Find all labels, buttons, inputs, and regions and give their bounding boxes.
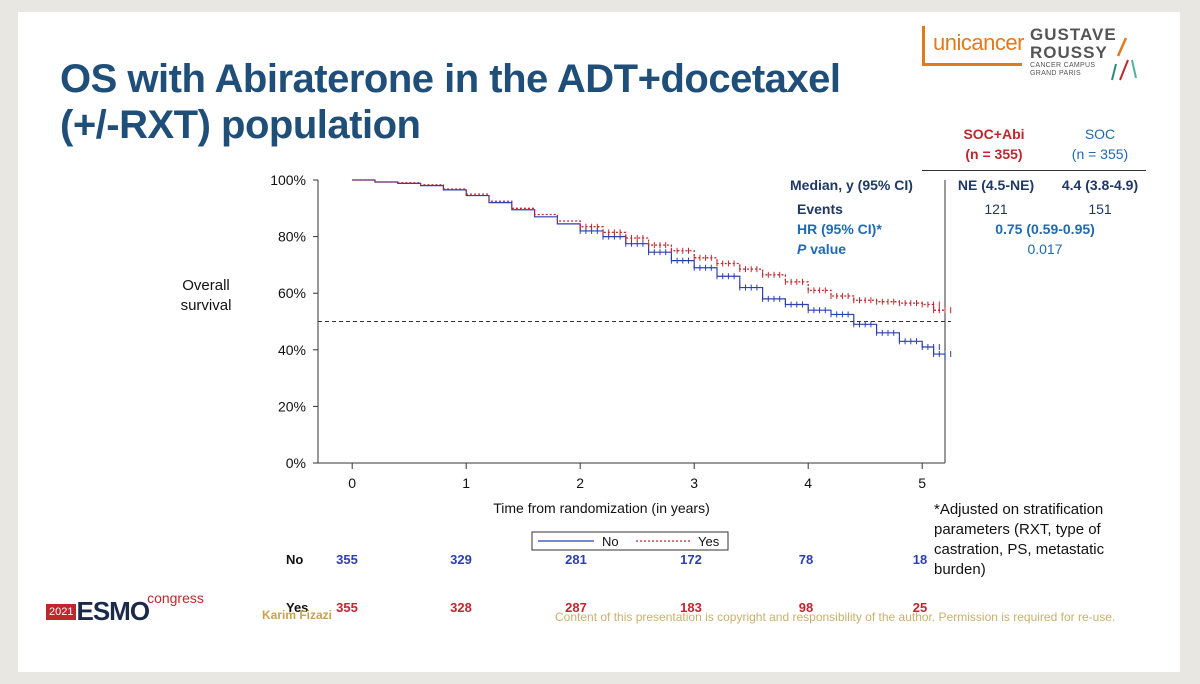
median-label: Median, y (95% CI) bbox=[790, 177, 913, 193]
risk-cell: 98 bbox=[798, 600, 814, 615]
legend-box bbox=[531, 531, 729, 551]
gustave-roussy-mark-icon bbox=[1111, 37, 1137, 81]
chart-axes: 0% 20% 40% 60% 80% 100% 0 1 2 3 4 5 Time from random… bbox=[270, 172, 946, 516]
censor-marks-yes bbox=[579, 223, 952, 314]
events-abi: 121 bbox=[984, 201, 1008, 217]
p-label-italic: P bbox=[797, 241, 807, 257]
y-tick-label: 20% bbox=[278, 398, 306, 414]
risk-cell: 355 bbox=[336, 600, 358, 615]
risk-cell: 25 bbox=[912, 600, 928, 615]
presenter-name: Karim Fizazi bbox=[262, 608, 333, 622]
col-header-abi: SOC+Abi (n = 355) bbox=[944, 124, 1044, 164]
events-soc: 151 bbox=[1088, 201, 1112, 217]
title-line-2: (+/-RXT) population bbox=[60, 103, 421, 147]
copyright-notice: Content of this presentation is copyrigh… bbox=[555, 610, 1116, 624]
col-header-soc-l2: (n = 355) bbox=[1071, 146, 1129, 162]
y-tick-label: 40% bbox=[278, 342, 306, 358]
risk-cell: 329 bbox=[450, 552, 472, 567]
y-tick-label: 60% bbox=[278, 285, 306, 301]
x-tick-label: 2 bbox=[576, 475, 584, 491]
y-tick-label: 100% bbox=[270, 172, 306, 188]
risk-cell: 287 bbox=[565, 600, 587, 615]
gustave-roussy-logo: GUSTAVE ROUSSY CANCER CAMPUS GRAND PARIS bbox=[1030, 26, 1117, 78]
col-header-abi-l2: (n = 355) bbox=[965, 146, 1023, 162]
slide-title: OS with Abiraterone in the ADT+docetaxel… bbox=[60, 56, 860, 148]
curve-no bbox=[352, 179, 946, 360]
risk-row-label: Yes bbox=[286, 600, 309, 615]
chart-legend: No Yes bbox=[531, 531, 729, 551]
x-tick-label: 5 bbox=[918, 475, 926, 491]
esmo-year: 2021 bbox=[46, 604, 77, 620]
gustave-roussy-sub1: CANCER CAMPUS bbox=[1030, 62, 1096, 69]
legend-label-yes: Yes bbox=[698, 534, 720, 549]
unicancer-logo: unicancer bbox=[922, 26, 1024, 66]
col-header-abi-l1: SOC+Abi bbox=[963, 126, 1025, 142]
censor-marks-no bbox=[579, 227, 952, 358]
x-axis-label: Time from randomization (in years) bbox=[493, 500, 710, 516]
title-line-1: OS with Abiraterone in the ADT+docetaxel bbox=[60, 57, 841, 101]
events-label: Events bbox=[797, 201, 843, 217]
hr-label: HR (95% CI)* bbox=[797, 221, 882, 237]
slide: OS with Abiraterone in the ADT+docetaxel… bbox=[18, 12, 1180, 672]
y-axis-title-l1: Overall bbox=[182, 277, 230, 294]
col-header-soc-l1: SOC bbox=[1084, 126, 1116, 142]
median-abi: NE (4.5-NE) bbox=[957, 177, 1035, 193]
esmo-logo: 2021 ESMOcongress bbox=[46, 590, 204, 627]
y-axis-title: Overall survival bbox=[166, 276, 246, 316]
p-value: 0.017 bbox=[1027, 241, 1063, 257]
risk-cell: 18 bbox=[912, 552, 928, 567]
legend-label-no: No bbox=[602, 534, 619, 549]
risk-cell: 281 bbox=[565, 552, 587, 567]
risk-cell: 183 bbox=[680, 600, 702, 615]
risk-cell: 78 bbox=[798, 552, 814, 567]
y-tick-label: 80% bbox=[278, 229, 306, 245]
y-axis-title-l2: survival bbox=[180, 297, 232, 314]
curves-group bbox=[352, 179, 952, 360]
gustave-roussy-sub2: GRAND PARIS bbox=[1030, 70, 1082, 77]
risk-cell: 172 bbox=[680, 552, 702, 567]
risk-cell: 328 bbox=[450, 600, 472, 615]
esmo-name: ESMO bbox=[76, 596, 150, 626]
unicancer-logo-text: unicancer bbox=[933, 30, 1024, 55]
p-label-rest: value bbox=[806, 241, 847, 257]
x-tick-label: 4 bbox=[804, 475, 812, 491]
x-tick-label: 1 bbox=[462, 475, 470, 491]
y-tick-label: 0% bbox=[286, 455, 306, 471]
table-divider bbox=[922, 170, 1146, 171]
risk-row-label: No bbox=[286, 552, 304, 567]
risk-cell: 355 bbox=[336, 552, 358, 567]
x-tick-label: 3 bbox=[690, 475, 698, 491]
km-chart: 0% 20% 40% 60% 80% 100% 0 1 2 3 4 5 Time from random… bbox=[270, 172, 952, 551]
p-label: P value bbox=[797, 240, 846, 258]
footnote: *Adjusted on stratification parameters (… bbox=[934, 501, 1105, 578]
gustave-roussy-line2: ROUSSY bbox=[1030, 43, 1108, 62]
hr-value: 0.75 (0.59-0.95) bbox=[995, 221, 1095, 237]
esmo-congress: congress bbox=[147, 590, 204, 606]
median-soc: 4.4 (3.8-4.9) bbox=[1061, 177, 1139, 193]
col-header-soc: SOC (n = 355) bbox=[1050, 124, 1150, 164]
gustave-roussy-line1: GUSTAVE bbox=[1030, 25, 1117, 44]
x-tick-label: 0 bbox=[348, 475, 356, 491]
